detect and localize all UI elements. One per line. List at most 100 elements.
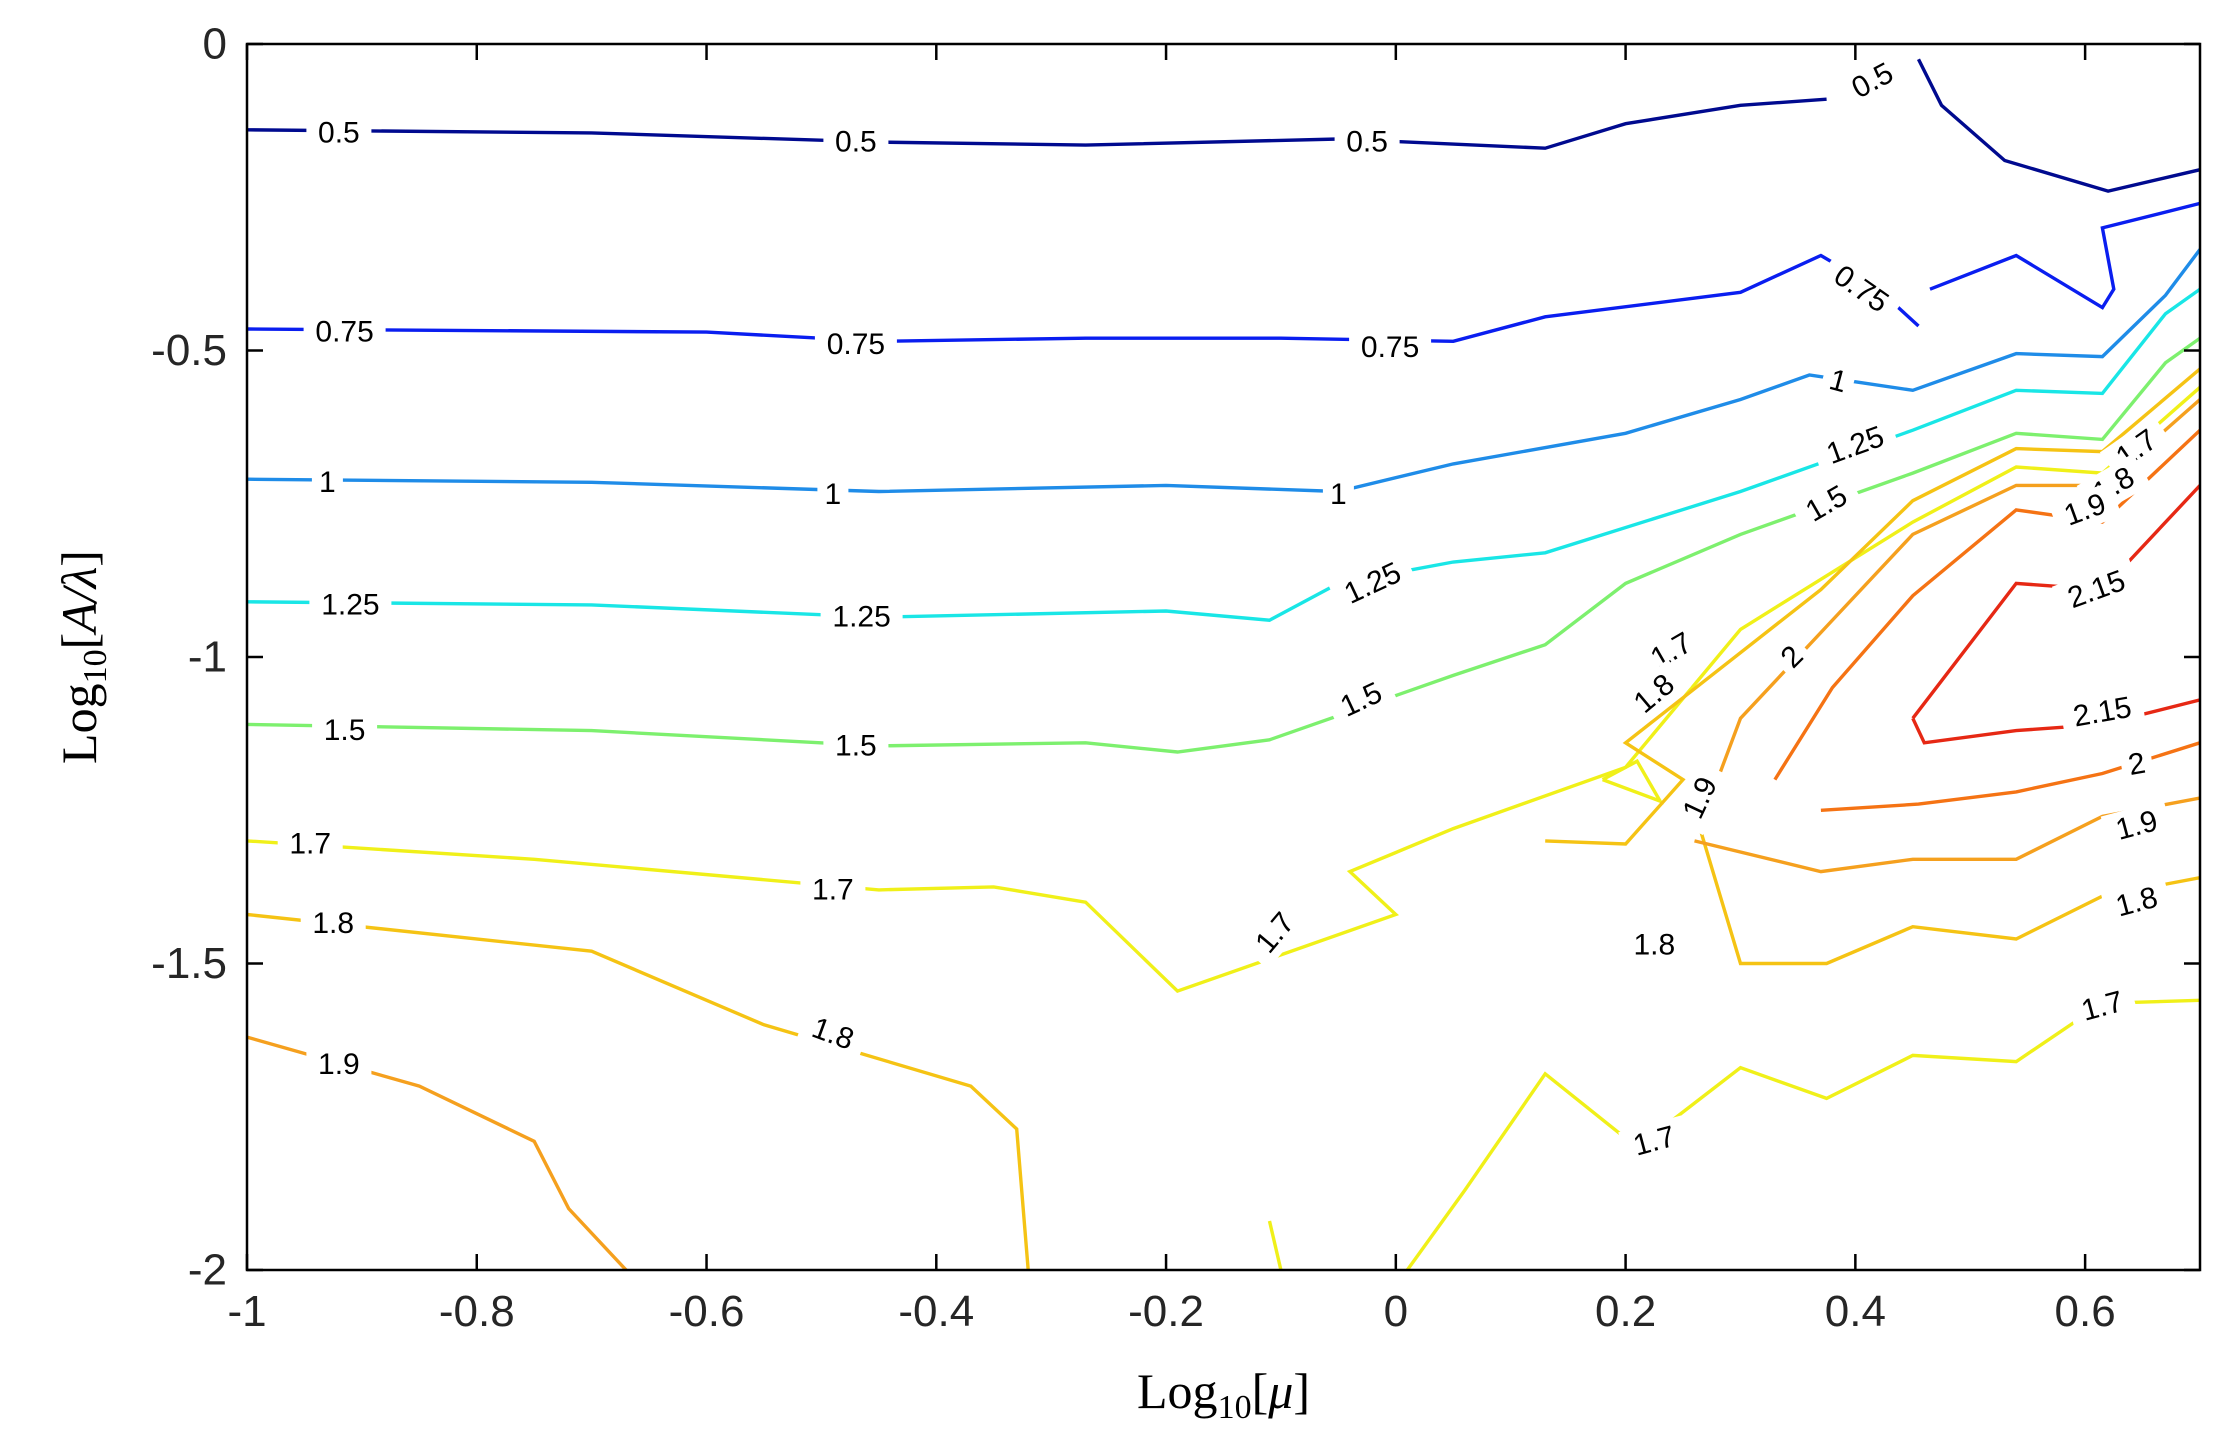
contour-label-bg — [2048, 481, 2122, 538]
contour-label-bg — [1634, 619, 1709, 683]
contour-label-bg — [311, 464, 343, 501]
contour-label-bg — [796, 1005, 870, 1063]
x-tick-label: -0.8 — [439, 1287, 515, 1336]
contour-label-text: 1.5 — [835, 729, 877, 762]
y-tick-label: -2 — [188, 1246, 227, 1295]
contour-label-text: 1.9 — [318, 1048, 360, 1081]
contour-label-bg — [2066, 980, 2139, 1033]
contour-label-bg — [2051, 558, 2142, 621]
y-axis-title-open: [ — [51, 633, 107, 650]
contour-line-1_7-8 — [1601, 758, 1664, 805]
contour-label-bg — [1240, 896, 1310, 970]
contour-line-0_75-3 — [1929, 201, 2200, 310]
contour-label-16: 1.5 — [312, 712, 378, 749]
axis-ticks — [245, 42, 2200, 1272]
contour-label-35: 1.9 — [2100, 799, 2173, 852]
x-tick-label: 0.4 — [1825, 1287, 1886, 1336]
contour-label-1: 0.5 — [823, 124, 889, 161]
y-tick-label: -0.5 — [151, 326, 227, 375]
plot-area — [247, 44, 2200, 1270]
contour-label-bg — [1328, 549, 1418, 618]
contour-label-bg — [1334, 124, 1400, 161]
x-tick-label: 0 — [1384, 1287, 1408, 1336]
x-tick-label: -0.2 — [1128, 1287, 1204, 1336]
contour-label-bg — [1835, 49, 1910, 112]
x-axis-title: Log10[μ] — [1137, 1363, 1310, 1426]
contour-label-text: 0.75 — [1361, 331, 1419, 364]
y-axis-title-subscript: 10 — [77, 649, 114, 683]
contour-label-13: 1.25 — [820, 599, 903, 636]
contour-label-20: 1.7 — [277, 826, 343, 862]
y-axis-title: Log10[A/λ] — [51, 550, 114, 764]
x-tick-label: -0.6 — [669, 1287, 745, 1336]
contour-label-text: 1.5 — [324, 714, 366, 747]
contour-label-bg — [2058, 687, 2146, 738]
contour-label-bg — [1618, 1115, 1691, 1168]
contour-label-6: 0.75 — [1349, 329, 1432, 366]
contour-label-text: 0.75 — [315, 316, 373, 349]
contour-label-33: 1.9 — [306, 1046, 372, 1083]
contour-label-10: 1 — [1322, 476, 1354, 513]
contour-label-bg — [2118, 743, 2156, 785]
x-tick-label: 0.6 — [2055, 1287, 2116, 1336]
y-tick-labels: 0 -0.5 -1 -1.5 -2 — [151, 20, 227, 1295]
contour-line-1_8-12 — [1545, 367, 2200, 846]
y-axis-title-close: ] — [51, 550, 107, 567]
contour-label-text: 1.7 — [812, 873, 854, 906]
contour-label-bg — [2100, 799, 2173, 852]
x-tick-labels: -1 -0.8 -0.6 -0.4 -0.2 0 0.2 0.4 0.6 — [227, 1287, 2115, 1336]
contour-label-bg — [300, 905, 366, 942]
contour-label-11: 1 — [1818, 359, 1858, 403]
contour-label-bg — [1810, 414, 1901, 477]
contour-label-bg — [306, 114, 372, 151]
contour-line-1_7-7 — [247, 386, 2200, 994]
contour-label-bg — [1817, 250, 1906, 328]
y-axis-title-variable: A/λ — [51, 567, 107, 636]
contour-label-8: 1 — [311, 464, 343, 501]
contour-label-bg — [820, 599, 903, 636]
contour-label-bg — [1621, 927, 1687, 964]
x-axis-title-close: ] — [1293, 1363, 1310, 1419]
contour-label-bg — [1349, 329, 1432, 366]
x-axis-title-variable: μ — [1267, 1363, 1293, 1419]
x-tick-label: -0.4 — [898, 1287, 974, 1336]
contour-label-text: 1.25 — [321, 588, 379, 621]
contour-label-bg — [312, 712, 378, 749]
contour-line-1_7-9 — [1267, 1220, 1283, 1270]
x-axis-title-open: [ — [1252, 1363, 1269, 1419]
contour-label-bg — [309, 586, 392, 623]
contour-label-30: 1.8 — [1621, 927, 1687, 964]
contour-line-1_5-6 — [247, 336, 2200, 754]
contour-label-0: 0.5 — [306, 114, 372, 151]
contour-label-text: 1 — [1330, 478, 1347, 511]
contour-label-bg — [1789, 471, 1864, 536]
contour-label-text: 2 — [2126, 747, 2148, 782]
contour-label-bg — [800, 871, 866, 908]
contour-label-bg — [277, 826, 343, 862]
contour-label-40: 2.15 — [2058, 687, 2146, 738]
contour-labels: 0.5 0.5 0.50.50.75 0.75 0.750.751 1 111.25 1.25… — [277, 49, 2174, 1168]
contour-label-bg — [823, 124, 889, 161]
contour-label-bg — [1670, 760, 1731, 836]
contour-label-21: 1.7 — [800, 871, 866, 908]
contour-label-text: 0.5 — [318, 116, 360, 149]
contour-label-bg — [1818, 359, 1858, 403]
contour-label-text: 1 — [825, 478, 842, 511]
x-tick-label: 0.2 — [1595, 1287, 1656, 1336]
contour-line-1-4 — [247, 248, 2200, 494]
contour-label-bg — [1322, 476, 1354, 513]
contour-label-text: 1.8 — [1633, 929, 1675, 962]
contour-label-12: 1.25 — [309, 586, 392, 623]
contour-label-bg — [814, 326, 897, 363]
contour-label-17: 1.5 — [823, 727, 889, 764]
x-axis-title-prefix: Log — [1137, 1363, 1218, 1419]
contour-label-bg — [306, 1046, 372, 1083]
contour-line-2-18 — [1773, 428, 2200, 781]
x-tick-label: -1 — [227, 1287, 266, 1336]
contour-label-2: 0.5 — [1334, 124, 1400, 161]
contour-line-1_7-10 — [1405, 998, 2200, 1270]
contour-label-5: 0.75 — [814, 326, 897, 363]
contour-label-text: 1 — [319, 466, 336, 499]
contour-label-24: 1.7 — [1618, 1115, 1691, 1168]
